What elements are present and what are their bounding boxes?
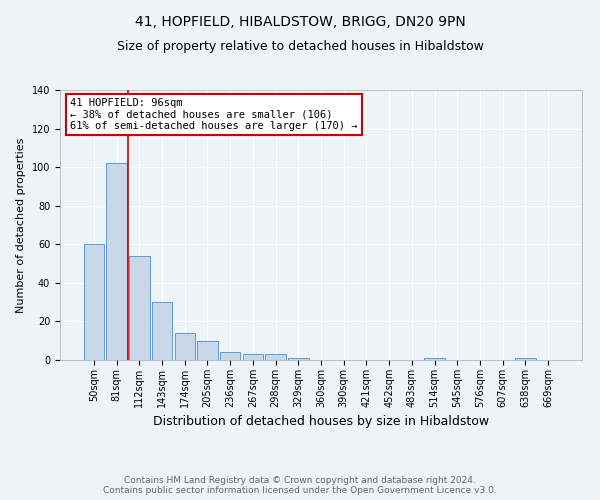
Text: 41 HOPFIELD: 96sqm
← 38% of detached houses are smaller (106)
61% of semi-detach: 41 HOPFIELD: 96sqm ← 38% of detached hou… <box>70 98 358 132</box>
Bar <box>106 164 127 360</box>
Bar <box>220 352 241 360</box>
Bar <box>197 340 218 360</box>
Bar <box>175 333 195 360</box>
Bar <box>129 256 149 360</box>
Bar <box>152 302 172 360</box>
Bar <box>288 358 308 360</box>
Text: 41, HOPFIELD, HIBALDSTOW, BRIGG, DN20 9PN: 41, HOPFIELD, HIBALDSTOW, BRIGG, DN20 9P… <box>134 15 466 29</box>
Bar <box>242 354 263 360</box>
Y-axis label: Number of detached properties: Number of detached properties <box>16 138 26 312</box>
Bar <box>424 358 445 360</box>
Text: Contains HM Land Registry data © Crown copyright and database right 2024.
Contai: Contains HM Land Registry data © Crown c… <box>103 476 497 495</box>
Bar <box>515 358 536 360</box>
X-axis label: Distribution of detached houses by size in Hibaldstow: Distribution of detached houses by size … <box>153 416 489 428</box>
Bar <box>265 354 286 360</box>
Text: Size of property relative to detached houses in Hibaldstow: Size of property relative to detached ho… <box>116 40 484 53</box>
Bar <box>84 244 104 360</box>
